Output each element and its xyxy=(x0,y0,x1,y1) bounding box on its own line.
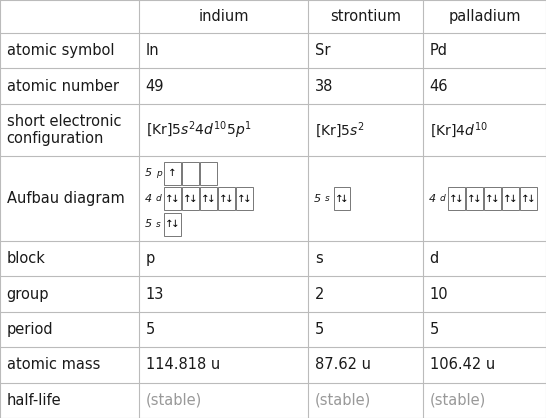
Text: d: d xyxy=(430,251,439,266)
Text: ↓: ↓ xyxy=(455,194,464,204)
Text: ↓: ↓ xyxy=(527,194,536,204)
Text: $\mathregular{[Kr]5}s^{2}$: $\mathregular{[Kr]5}s^{2}$ xyxy=(315,120,365,140)
Text: short electronic
configuration: short electronic configuration xyxy=(7,114,121,146)
Text: ↑: ↑ xyxy=(503,194,512,204)
Text: s: s xyxy=(156,219,161,229)
Text: ↓: ↓ xyxy=(340,194,349,204)
Text: ↑: ↑ xyxy=(238,194,246,204)
Text: p: p xyxy=(156,168,162,178)
Text: ↑: ↑ xyxy=(521,194,530,204)
Text: 5: 5 xyxy=(430,322,439,337)
Text: 106.42 u: 106.42 u xyxy=(430,357,495,372)
Text: 114.818 u: 114.818 u xyxy=(146,357,220,372)
Text: ↓: ↓ xyxy=(189,194,198,204)
Text: ↑: ↑ xyxy=(201,194,210,204)
Text: In: In xyxy=(146,43,159,58)
Text: $\mathregular{[Kr]4}d^{10}$: $\mathregular{[Kr]4}d^{10}$ xyxy=(430,120,488,140)
Text: ↑: ↑ xyxy=(485,194,494,204)
Bar xyxy=(236,187,253,210)
Text: s: s xyxy=(315,251,323,266)
Text: block: block xyxy=(7,251,45,266)
Bar xyxy=(182,187,199,210)
Text: Pd: Pd xyxy=(430,43,448,58)
Bar xyxy=(448,187,465,210)
Text: ↑: ↑ xyxy=(467,194,476,204)
Text: 46: 46 xyxy=(430,79,448,94)
Text: ↑: ↑ xyxy=(335,194,343,204)
Text: (stable): (stable) xyxy=(430,393,486,408)
Text: d: d xyxy=(440,194,446,203)
Text: ↓: ↓ xyxy=(171,194,180,204)
Text: ↓: ↓ xyxy=(207,194,216,204)
Text: ↑: ↑ xyxy=(449,194,458,204)
Text: d: d xyxy=(156,194,162,203)
Text: 10: 10 xyxy=(430,287,448,302)
Text: ↑: ↑ xyxy=(165,219,174,229)
Text: 5: 5 xyxy=(315,322,324,337)
Text: atomic mass: atomic mass xyxy=(7,357,100,372)
Text: 5: 5 xyxy=(146,322,155,337)
Text: 13: 13 xyxy=(146,287,164,302)
Text: ↓: ↓ xyxy=(473,194,482,204)
Text: 5: 5 xyxy=(314,194,321,204)
Bar xyxy=(164,187,181,210)
Text: 49: 49 xyxy=(146,79,164,94)
Text: half-life: half-life xyxy=(7,393,61,408)
Text: Aufbau diagram: Aufbau diagram xyxy=(7,191,124,206)
Text: ↑: ↑ xyxy=(165,194,174,204)
Text: (stable): (stable) xyxy=(146,393,202,408)
Text: ↓: ↓ xyxy=(171,219,180,229)
Text: 4: 4 xyxy=(429,194,436,204)
Text: (stable): (stable) xyxy=(315,393,371,408)
Text: 38: 38 xyxy=(315,79,334,94)
Text: 2: 2 xyxy=(315,287,324,302)
Bar xyxy=(502,187,519,210)
Text: Sr: Sr xyxy=(315,43,330,58)
Text: ↓: ↓ xyxy=(491,194,500,204)
Bar xyxy=(484,187,501,210)
Text: group: group xyxy=(7,287,49,302)
Text: ↓: ↓ xyxy=(509,194,518,204)
Text: ↓: ↓ xyxy=(243,194,252,204)
Bar xyxy=(520,187,537,210)
Text: 5: 5 xyxy=(145,219,152,229)
Text: period: period xyxy=(7,322,53,337)
Bar xyxy=(200,162,217,185)
Text: 5: 5 xyxy=(145,168,152,178)
Text: palladium: palladium xyxy=(448,9,521,24)
Text: indium: indium xyxy=(199,9,249,24)
Bar xyxy=(164,212,181,235)
Text: p: p xyxy=(146,251,155,266)
Text: ↓: ↓ xyxy=(225,194,234,204)
Text: ↑: ↑ xyxy=(168,168,177,178)
Text: $\mathregular{[Kr]5}s^{2}\mathregular{4}d^{10}\mathregular{5}p^{1}$: $\mathregular{[Kr]5}s^{2}\mathregular{4}… xyxy=(146,119,252,141)
Bar xyxy=(466,187,483,210)
Text: 4: 4 xyxy=(145,194,152,204)
Text: atomic number: atomic number xyxy=(7,79,118,94)
Text: ↑: ↑ xyxy=(183,194,192,204)
Bar xyxy=(200,187,217,210)
Bar xyxy=(218,187,235,210)
Bar xyxy=(182,162,199,185)
Bar xyxy=(334,187,350,210)
Text: 87.62 u: 87.62 u xyxy=(315,357,371,372)
Text: ↑: ↑ xyxy=(219,194,228,204)
Text: s: s xyxy=(325,194,330,203)
Text: atomic symbol: atomic symbol xyxy=(7,43,114,58)
Text: strontium: strontium xyxy=(330,9,401,24)
Bar xyxy=(164,162,181,185)
